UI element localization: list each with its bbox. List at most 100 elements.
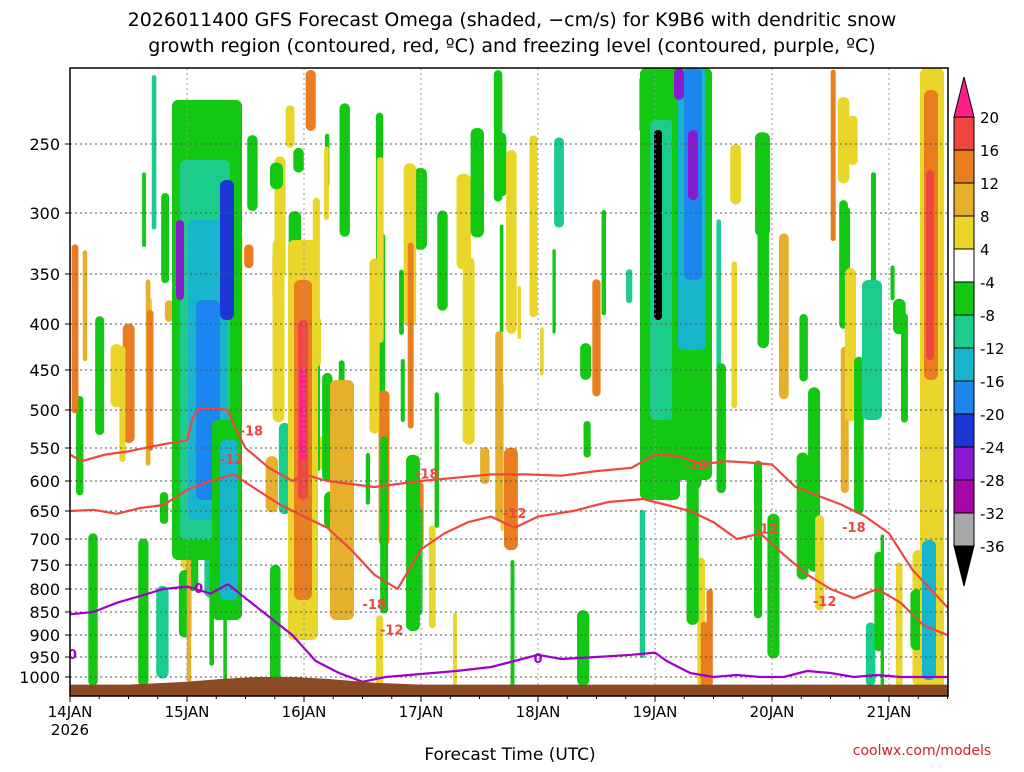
x-axis-label: Forecast Time (UTC) bbox=[424, 745, 595, 765]
omega-cell bbox=[462, 257, 475, 445]
omega-cell bbox=[176, 220, 184, 300]
omega-cell bbox=[506, 149, 517, 334]
omega-cell bbox=[437, 210, 448, 311]
colorbar: 20 16 12 8 4 -4 -8 -12 -16 -20 -24 -28 -32 -36 bbox=[953, 76, 1005, 587]
contour-label: -12 bbox=[380, 623, 404, 638]
colorbar-top-arrow bbox=[953, 76, 975, 118]
colorbar-segment bbox=[953, 116, 975, 151]
y-tick-label: 300 bbox=[29, 204, 60, 223]
colorbar-label: -24 bbox=[980, 439, 1005, 457]
colorbar-label: -36 bbox=[980, 538, 1005, 556]
omega-cell bbox=[654, 130, 662, 320]
colorbar-segment bbox=[953, 149, 975, 184]
contour-label: -12 bbox=[754, 522, 778, 537]
omega-cell bbox=[480, 446, 490, 485]
omega-cell bbox=[151, 75, 157, 230]
y-axis: 250 300 350 400 450 500 550 600 650 700 750 800 850 9… bbox=[19, 135, 70, 687]
omega-cell bbox=[674, 68, 684, 100]
x-tick-label: 15JAN bbox=[165, 703, 210, 721]
omega-cell bbox=[244, 244, 254, 269]
y-tick-label: 1000 bbox=[19, 668, 60, 687]
omega-cell bbox=[122, 323, 135, 444]
y-tick-label: 850 bbox=[29, 603, 60, 622]
colorbar-label: -32 bbox=[980, 505, 1005, 523]
x-tick-label: 16JAN bbox=[282, 703, 327, 721]
omega-cell bbox=[400, 358, 405, 422]
omega-cell bbox=[554, 137, 564, 228]
omega-cell bbox=[161, 193, 170, 284]
omega-cell bbox=[880, 534, 884, 686]
y-tick-label: 700 bbox=[29, 530, 60, 549]
x-tick-year: 2026 bbox=[51, 721, 89, 739]
contour-label: -18 bbox=[240, 424, 264, 439]
omega-cell bbox=[865, 622, 876, 686]
omega-cell bbox=[837, 96, 850, 184]
colorbar-label: -8 bbox=[980, 307, 995, 325]
omega-cell bbox=[71, 244, 79, 414]
colorbar-label: -16 bbox=[980, 373, 1005, 391]
y-tick-label: 600 bbox=[29, 472, 60, 491]
x-tick-label: 14JAN bbox=[48, 703, 93, 721]
x-tick-label: 19JAN bbox=[633, 703, 678, 721]
x-tick-label: 21JAN bbox=[867, 703, 912, 721]
omega-cell bbox=[601, 209, 606, 316]
omega-cell bbox=[895, 562, 903, 686]
omega-cell bbox=[495, 331, 504, 521]
colorbar-segment bbox=[953, 446, 975, 481]
contour-label: -12 bbox=[503, 507, 527, 522]
colorbar-bottom-arrow bbox=[953, 545, 975, 587]
y-tick-label: 950 bbox=[29, 648, 60, 667]
y-tick-label: 500 bbox=[29, 401, 60, 420]
omega-cell bbox=[529, 135, 538, 318]
omega-cell bbox=[731, 261, 738, 409]
colorbar-segment bbox=[953, 413, 975, 448]
colorbar-label: 20 bbox=[980, 109, 999, 127]
omega-cell bbox=[870, 172, 876, 285]
omega-cell bbox=[706, 588, 713, 686]
contour-label: -18 bbox=[684, 459, 708, 474]
omega-cell bbox=[265, 456, 279, 513]
colorbar-label: -4 bbox=[980, 274, 995, 292]
omega-cell bbox=[626, 269, 633, 304]
omega-cell bbox=[159, 491, 169, 524]
x-tick-label: 17JAN bbox=[399, 703, 444, 721]
omega-cell bbox=[285, 105, 295, 148]
omega-cell bbox=[716, 363, 726, 494]
omega-cell bbox=[305, 69, 316, 131]
chart-title-line2: growth region (contoured, red, ºC) and f… bbox=[148, 35, 875, 57]
y-tick-label: 900 bbox=[29, 626, 60, 645]
omega-cell bbox=[453, 612, 457, 686]
y-tick-label: 350 bbox=[29, 265, 60, 284]
omega-cell bbox=[540, 327, 544, 376]
omega-cell bbox=[842, 206, 850, 271]
omega-cell bbox=[847, 115, 858, 165]
omega-cell bbox=[164, 300, 174, 322]
omega-cell bbox=[82, 250, 88, 362]
contour-line-2 bbox=[70, 583, 948, 683]
omega-cell bbox=[110, 344, 123, 408]
terrain-ground bbox=[70, 677, 948, 696]
omega-cell bbox=[369, 258, 380, 434]
omega-cell bbox=[270, 564, 281, 686]
omega-cell bbox=[407, 242, 414, 429]
colorbar-segment bbox=[953, 248, 975, 283]
omega-cell bbox=[220, 180, 234, 320]
credit-text: coolwx.com/models bbox=[853, 743, 991, 759]
colorbar-segment bbox=[953, 182, 975, 217]
omega-cell bbox=[330, 380, 354, 620]
grid-lines bbox=[70, 68, 948, 696]
omega-cell bbox=[700, 621, 708, 686]
y-tick-label: 650 bbox=[29, 502, 60, 521]
omega-cell bbox=[278, 422, 291, 515]
omega-cell bbox=[730, 144, 742, 205]
contour-label: -18 bbox=[415, 467, 439, 482]
colorbar-segment bbox=[953, 380, 975, 415]
omega-cell bbox=[893, 298, 906, 335]
omega-cell bbox=[583, 421, 591, 458]
omega-cell bbox=[269, 162, 283, 190]
y-tick-label: 800 bbox=[29, 580, 60, 599]
colorbar-segment bbox=[953, 281, 975, 316]
omega-cell bbox=[830, 69, 836, 242]
omega-cell bbox=[142, 172, 146, 248]
omega-cell bbox=[517, 285, 521, 339]
